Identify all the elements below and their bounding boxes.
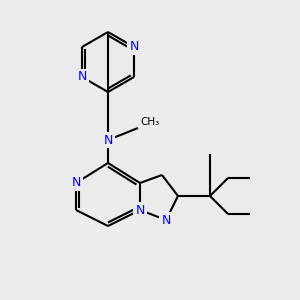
Text: CH₃: CH₃ (140, 117, 159, 127)
Text: N: N (129, 40, 139, 53)
Text: N: N (161, 214, 171, 226)
Text: N: N (71, 176, 81, 190)
Text: N: N (135, 203, 145, 217)
Text: N: N (103, 134, 113, 146)
Text: N: N (77, 70, 87, 83)
